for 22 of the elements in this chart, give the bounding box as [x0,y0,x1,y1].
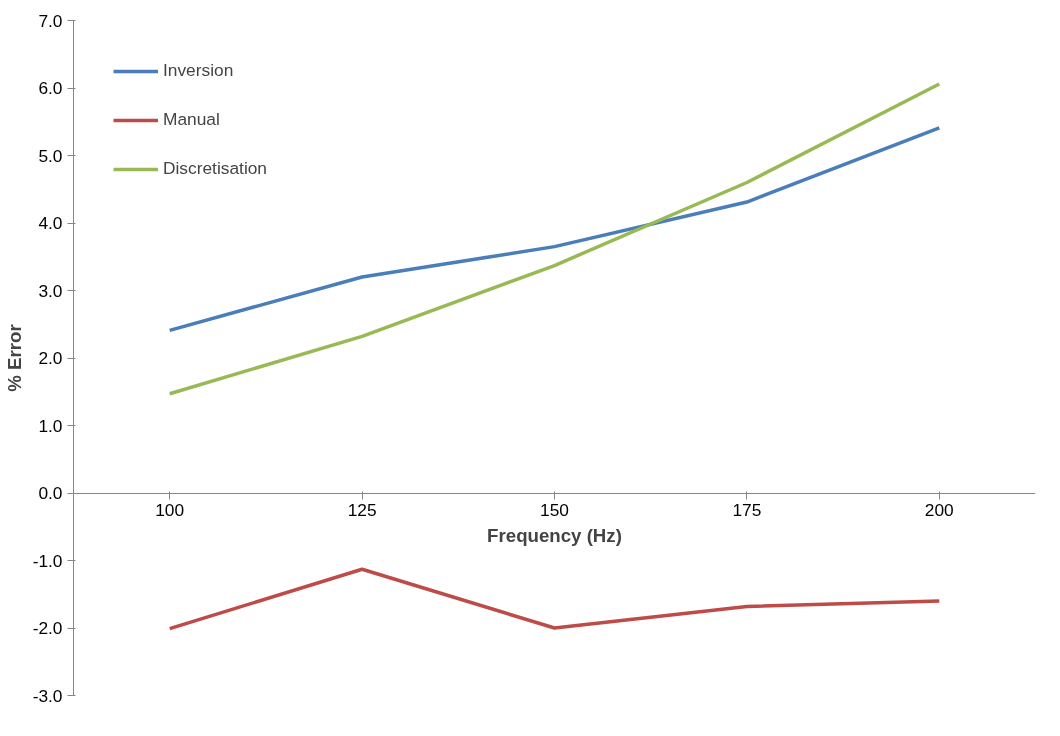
x-tick-label: 100 [155,500,185,520]
legend-label: Discretisation [163,158,268,179]
x-tick-label: 150 [540,500,569,520]
y-tick-label: -2.0 [32,618,63,638]
x-axis-title: Frequency (Hz) [487,524,622,546]
y-tick-label: -3.0 [32,685,63,706]
x-tick-label: 175 [732,500,762,520]
y-tick-label: 3.0 [38,280,63,301]
y-tick-label: 0.0 [38,483,63,503]
legend-label: Inversion [163,60,234,81]
y-tick-label: -1.0 [32,550,63,571]
line-series [167,567,942,631]
x-tick-label: 125 [347,500,377,520]
y-tick-label: 4.0 [38,213,63,233]
y-axis-title: % Error [3,324,25,392]
x-tick-label: 200 [924,500,954,520]
y-tick-label: 2.0 [38,348,63,368]
y-tick-label: 1.0 [38,415,63,436]
y-tick-label: 7.0 [38,10,63,31]
y-tick-label: 5.0 [38,145,63,166]
y-tick-label: 6.0 [38,78,63,98]
legend-label: Manual [163,109,220,130]
